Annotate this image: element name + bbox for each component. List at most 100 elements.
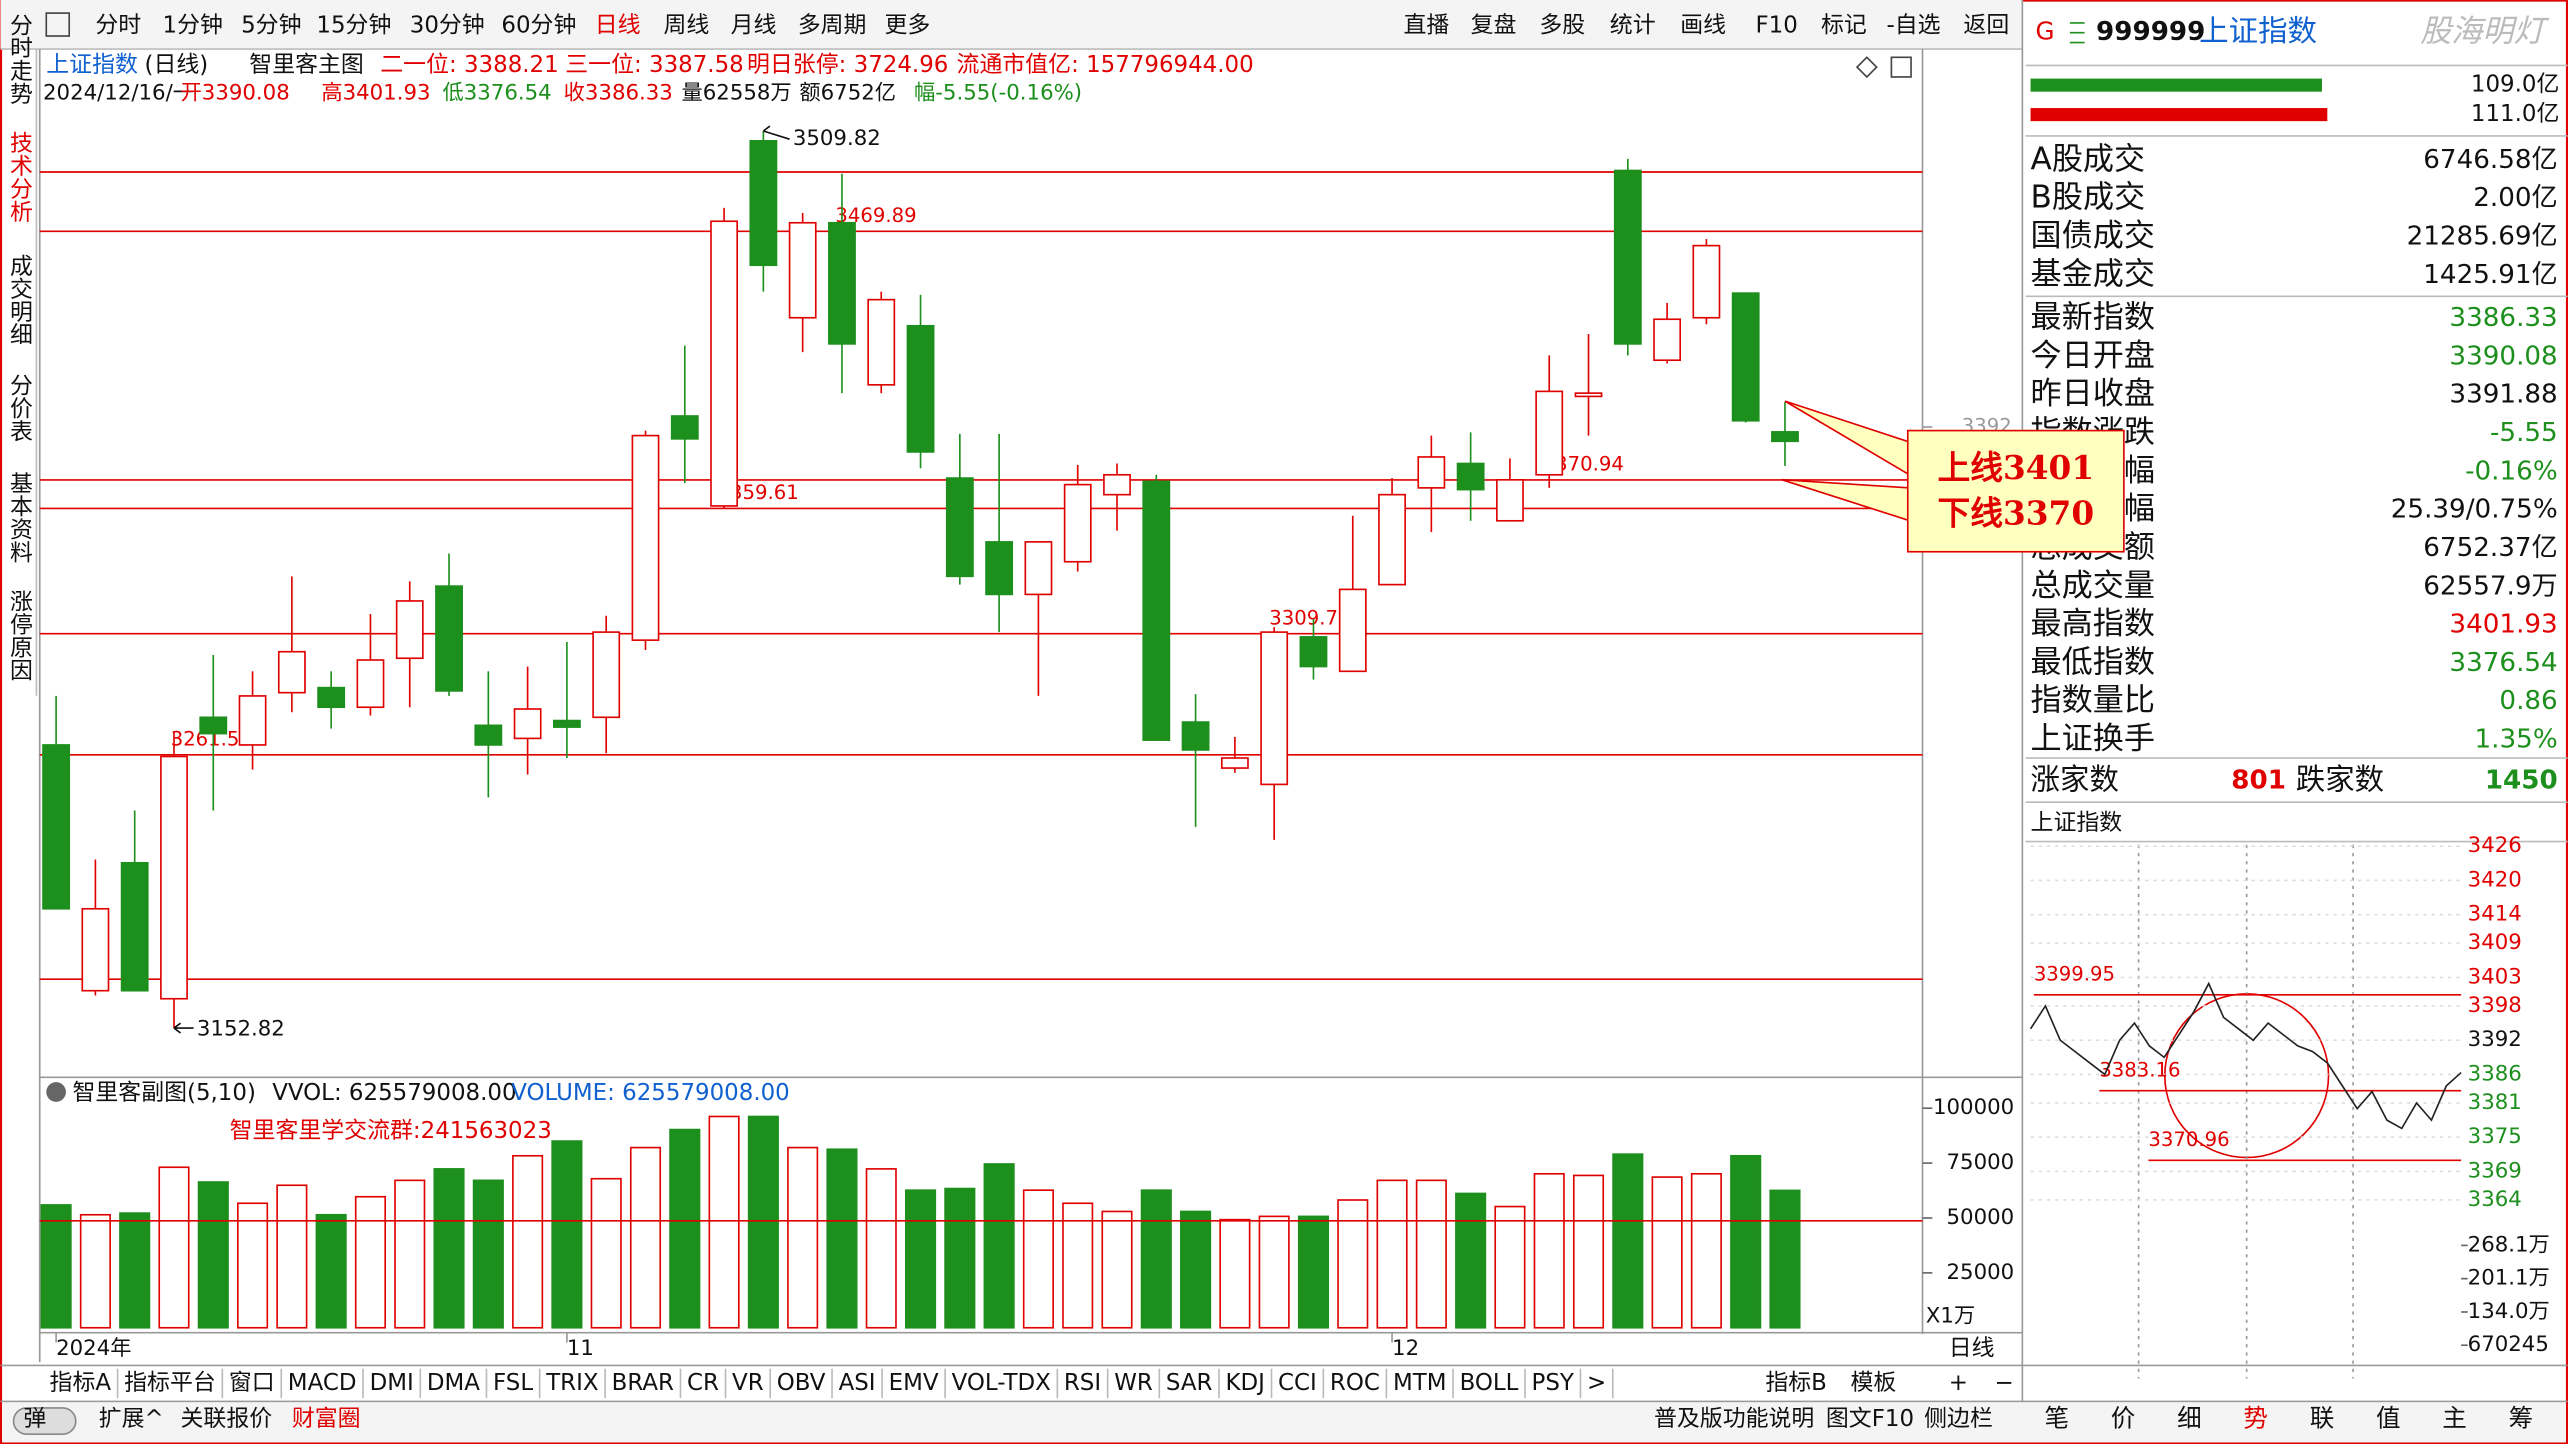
volume-bar [787, 1146, 819, 1329]
indicator-tab[interactable]: BOLL [1460, 1370, 1519, 1396]
candle-body [81, 907, 110, 992]
status-item[interactable]: 扩展^ [99, 1406, 164, 1432]
toolbar-button[interactable]: 直播 [1404, 13, 1450, 39]
candle-body [1692, 244, 1721, 319]
quote-label: 最新指数 [2031, 300, 2155, 336]
volume-bar [512, 1154, 544, 1329]
indicator-tab[interactable]: RSI [1064, 1370, 1101, 1396]
indicator-tab[interactable]: VR [732, 1370, 764, 1396]
side-tab[interactable]: 分价表 [5, 373, 32, 442]
volume-bar [1062, 1202, 1094, 1329]
indicator-tab[interactable]: 指标B [1765, 1370, 1827, 1396]
toolbar-tab[interactable]: 日线 [595, 13, 641, 39]
status-item[interactable]: 关联报价 [181, 1406, 273, 1432]
toolbar-button[interactable]: F10 [1756, 13, 1798, 39]
toolbar-tab[interactable]: 1分钟 [163, 13, 223, 39]
chart-header: 量62558万 [682, 80, 792, 105]
indicator-tab[interactable]: 窗口 [229, 1370, 275, 1396]
indicator-tab[interactable]: VOL-TDX [952, 1370, 1051, 1396]
indicator-tab[interactable]: ASI [839, 1370, 876, 1396]
indicator-tab[interactable]: TRIX [545, 1370, 598, 1396]
indicator-tab[interactable]: PSY [1532, 1370, 1575, 1396]
indicator-tab[interactable]: MTM [1393, 1370, 1447, 1396]
status-item[interactable]: 值 [2376, 1403, 2401, 1432]
toolbar-tab[interactable]: 60分钟 [501, 13, 576, 39]
toggle[interactable] [12, 1407, 77, 1435]
toolbar-tab[interactable]: 15分钟 [316, 13, 391, 39]
status-item[interactable]: 细 [2177, 1403, 2202, 1432]
toolbar-button[interactable]: 复盘 [1471, 13, 1517, 39]
indicator-tab[interactable]: BRAR [612, 1370, 674, 1396]
side-tab[interactable]: 技术分析 [5, 131, 32, 223]
candle-body [552, 719, 581, 728]
candle-body [42, 744, 71, 910]
status-item[interactable]: 普及版功能说明 [1654, 1406, 1814, 1432]
indicator-tab[interactable]: MACD [288, 1370, 357, 1396]
indicator-tab[interactable]: CR [687, 1370, 719, 1396]
indicator-tab[interactable]: DMI [370, 1370, 414, 1396]
flag: G [2035, 17, 2054, 46]
indicator-tab[interactable]: DMA [427, 1370, 480, 1396]
y-tick-label: 268.1万 [2468, 1232, 2550, 1257]
toolbar-button[interactable]: 返回 [1963, 13, 2009, 39]
status-item[interactable]: 筹 [2509, 1403, 2534, 1432]
status-item[interactable]: 联 [2310, 1403, 2335, 1432]
volume-bar [1651, 1176, 1683, 1329]
volume-bar [158, 1166, 190, 1329]
toolbar-tab[interactable]: 更多 [885, 13, 931, 39]
quote-label: 国债成交 [2031, 218, 2155, 254]
y-tick-label: 3375 [2468, 1124, 2522, 1149]
indicator-tab[interactable]: OBV [777, 1370, 826, 1396]
toolbar-button[interactable]: 统计 [1610, 13, 1656, 39]
volume-bar [79, 1213, 111, 1329]
toolbar-tab[interactable]: 分时 [95, 13, 141, 39]
indicator-tab[interactable]: SAR [1166, 1370, 1213, 1396]
indicator-tab[interactable]: FSL [493, 1370, 533, 1396]
status-item[interactable]: 价 [2111, 1403, 2136, 1432]
indicator-tab[interactable]: ROC [1330, 1370, 1380, 1396]
indicator-tab[interactable]: 模板 [1850, 1370, 1896, 1396]
indicator-tab[interactable]: 指标平台 [124, 1370, 216, 1396]
status-item[interactable]: 图文F10 [1826, 1406, 1914, 1432]
volume-bar [1769, 1189, 1801, 1329]
candle-body [238, 695, 267, 746]
indicator-tab[interactable]: − [1995, 1370, 2014, 1396]
side-tab[interactable]: 基本资料 [5, 472, 32, 564]
indicator-tab[interactable]: CCI [1278, 1370, 1317, 1396]
chart-header: 智里客主图 [249, 52, 364, 78]
side-tab[interactable]: 成交明细 [5, 254, 32, 346]
chart-header: (日线) [145, 52, 209, 78]
indicator-tab[interactable]: KDJ [1226, 1370, 1265, 1396]
volume-bar [1533, 1172, 1565, 1329]
status-item[interactable]: 主 [2442, 1403, 2467, 1432]
status-item[interactable]: 侧边栏 [1924, 1406, 1993, 1432]
chart-header: 2024/12/16/一 [43, 80, 194, 105]
icon [1890, 56, 1912, 78]
candle-body [120, 861, 149, 992]
candle-body [356, 659, 385, 709]
indicator-tab[interactable]: > [1587, 1370, 1606, 1396]
toolbar-tab[interactable]: 30分钟 [410, 13, 485, 39]
status-item[interactable]: 笔 [2044, 1403, 2069, 1432]
side-tab[interactable]: 分时走势 [5, 13, 32, 105]
status-item[interactable]: 财富圈 [292, 1406, 361, 1432]
candle-body [1456, 462, 1485, 491]
indicator-tab[interactable]: 指标A [50, 1370, 112, 1396]
toolbar-button[interactable]: 多股 [1539, 13, 1585, 39]
indicator-tab[interactable]: + [1949, 1370, 1968, 1396]
toolbar-button[interactable]: 画线 [1680, 13, 1726, 39]
indicator-tab[interactable]: WR [1114, 1370, 1153, 1396]
status-item[interactable]: 弹 [23, 1406, 46, 1432]
indicator-tab[interactable]: EMV [889, 1370, 939, 1396]
toolbar-tab[interactable]: 周线 [664, 13, 710, 39]
toolbar-tab[interactable]: 月线 [731, 13, 777, 39]
toolbar-button[interactable]: -自选 [1886, 13, 1940, 39]
quote-value: 1.35% [2475, 725, 2558, 755]
toolbar-button[interactable]: 标记 [1821, 13, 1867, 39]
x-tick-label: 12 [1392, 1336, 1419, 1361]
status-item[interactable]: 势 [2243, 1403, 2268, 1432]
toolbar-tab[interactable]: 多周期 [798, 13, 867, 39]
toolbar-tab[interactable]: 5分钟 [241, 13, 301, 39]
side-tab[interactable]: 涨停原因 [5, 589, 32, 681]
